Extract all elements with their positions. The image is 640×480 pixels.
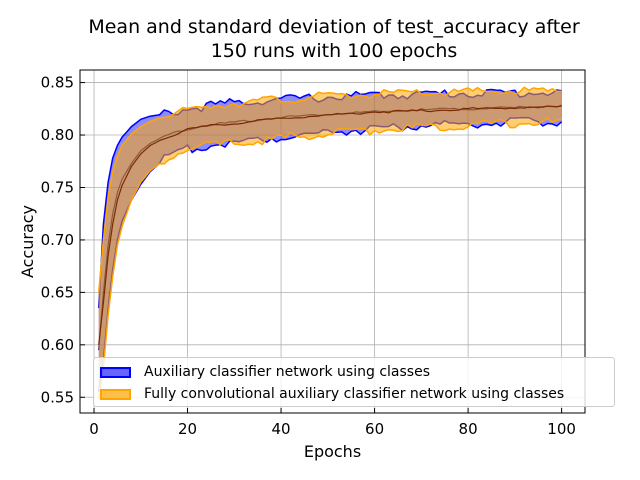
mean-line-2 <box>98 105 562 345</box>
chart-title-line-2: 150 runs with 100 epochs <box>210 40 458 62</box>
band-fill-2 <box>98 87 562 400</box>
y-tick-label-1: 0.60 <box>41 336 74 354</box>
band-lower-line-2 <box>97 117 562 400</box>
legend: Auxiliary classifier network using class… <box>93 357 615 407</box>
y-axis-label: Accuracy <box>18 205 37 278</box>
x-tick-label-4: 80 <box>459 420 478 438</box>
x-tick-label-5: 100 <box>547 420 576 438</box>
x-tick-label-3: 60 <box>365 420 384 438</box>
y-tick-label-4: 0.75 <box>41 178 74 196</box>
x-tick-label-1: 20 <box>178 420 197 438</box>
legend-item-1: Auxiliary classifier network using class… <box>100 362 430 382</box>
x-tick-label-2: 40 <box>272 420 291 438</box>
legend-label-1: Auxiliary classifier network using class… <box>144 364 430 380</box>
x-axis-label: Epochs <box>304 442 361 461</box>
y-tick-label-3: 0.70 <box>41 231 74 249</box>
y-tick-label-5: 0.80 <box>41 126 74 144</box>
plot-frame <box>79 69 586 414</box>
x-tick-label-0: 0 <box>89 420 99 438</box>
y-tick-label-6: 0.85 <box>41 74 74 92</box>
legend-label-2: Fully convolutional auxiliary classifier… <box>144 386 565 402</box>
band-fill-1 <box>98 89 562 392</box>
band-upper-line-2 <box>97 86 562 293</box>
y-tick-label-0: 0.55 <box>41 388 74 406</box>
legend-item-2: Fully convolutional auxiliary classifier… <box>100 384 564 404</box>
y-tick-label-2: 0.65 <box>41 283 74 301</box>
chart-title-line-1: Mean and standard deviation of test_accu… <box>88 16 580 38</box>
legend-swatch-1 <box>100 366 131 378</box>
legend-swatch-2 <box>100 388 131 400</box>
